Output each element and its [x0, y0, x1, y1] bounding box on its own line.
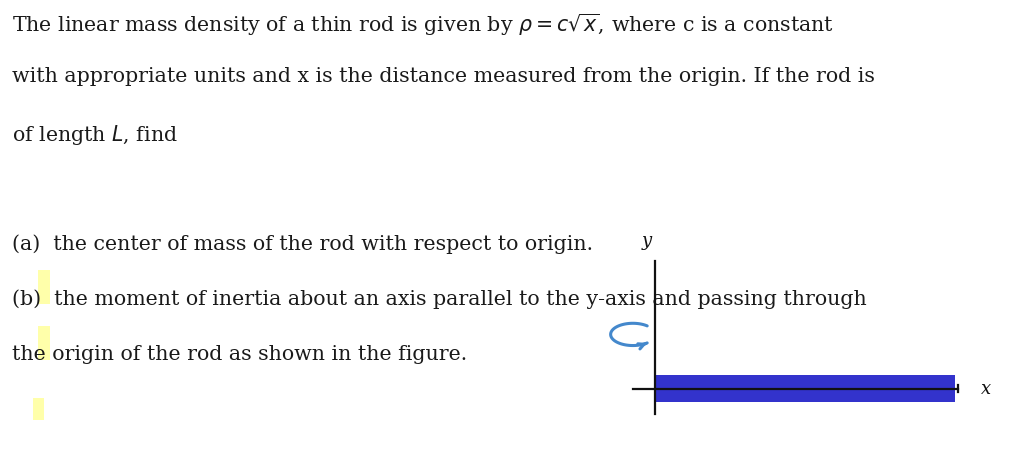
Text: y: y [642, 232, 652, 250]
Text: (b)  the moment of inertia about an axis parallel to the y-axis and passing thro: (b) the moment of inertia about an axis … [12, 290, 866, 309]
Bar [38, 326, 50, 360]
Text: of length $L$, find: of length $L$, find [12, 123, 178, 147]
Text: the origin of the rod as shown in the figure.: the origin of the rod as shown in the fi… [12, 345, 467, 364]
Bar [655, 375, 955, 402]
Text: x: x [981, 380, 991, 398]
Text: with appropriate units and x is the distance measured from the origin. If the ro: with appropriate units and x is the dist… [12, 67, 875, 86]
Bar [33, 398, 44, 420]
Bar [38, 270, 50, 304]
Text: The linear mass density of a thin rod is given by $\rho = c\sqrt{x}$, where c is: The linear mass density of a thin rod is… [12, 12, 834, 38]
Text: (a)  the center of mass of the rod with respect to origin.: (a) the center of mass of the rod with r… [12, 234, 593, 254]
